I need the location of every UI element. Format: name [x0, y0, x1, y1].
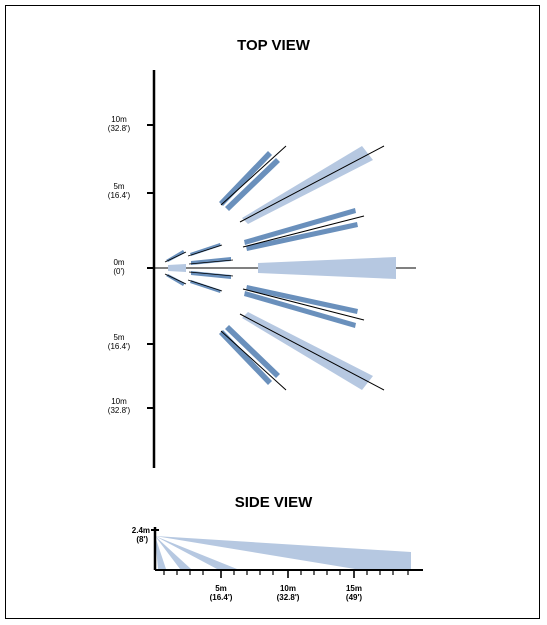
- coverage-zone: [219, 330, 272, 385]
- side-view-ticks: [163, 570, 409, 578]
- coverage-zone: [258, 257, 396, 268]
- top-axis-label-sub: (32.8'): [108, 124, 131, 133]
- top-view: 10m (32.8') 5m (16.4') 0m (0') 5m (16.4'…: [108, 70, 416, 468]
- top-axis-label-sub: (32.8'): [108, 406, 131, 415]
- coverage-zone: [246, 222, 358, 251]
- side-coverage-zone: [155, 536, 166, 569]
- coverage-zone: [225, 325, 280, 378]
- top-axis-label-main: 0m: [113, 258, 124, 267]
- diagram-frame: [5, 5, 540, 619]
- side-distance-label-sub: (49'): [346, 593, 362, 602]
- top-view-title: TOP VIEW: [237, 37, 310, 54]
- side-distance-label-sub: (16.4'): [210, 593, 233, 602]
- side-distance-label-sub: (32.8'): [277, 593, 300, 602]
- coverage-zone: [246, 285, 358, 314]
- coverage-zone: [242, 312, 373, 390]
- top-axis-label-sub: (16.4'): [108, 342, 131, 351]
- side-view: 2.4m (8') 5m (16.4') 10m (32.8') 15m (49…: [132, 526, 423, 602]
- coverage-zone: [244, 291, 356, 328]
- zone-boundary-line: [239, 313, 385, 391]
- top-axis-label-main: 10m: [111, 115, 127, 124]
- coverage-zones-lower: [164, 268, 396, 391]
- coverage-zone: [242, 146, 373, 224]
- zone-boundary-line: [242, 215, 365, 248]
- coverage-zone: [225, 158, 280, 211]
- coverage-zone: [168, 264, 186, 268]
- side-coverage-zone: [155, 536, 191, 569]
- side-height-label-sub: (8'): [136, 535, 148, 544]
- zone-boundary-line: [220, 145, 287, 206]
- top-axis-label-main: 10m: [111, 397, 127, 406]
- zone-boundary-line: [239, 145, 385, 223]
- coverage-zone: [168, 268, 186, 272]
- side-distance-label-main: 15m: [346, 584, 362, 593]
- coverage-zones-upper: [164, 145, 396, 268]
- top-view-ticks: [147, 124, 154, 409]
- side-height-label-main: 2.4m: [132, 526, 150, 535]
- side-distance-label-main: 10m: [280, 584, 296, 593]
- side-coverage-zone: [155, 536, 237, 569]
- zone-boundary-line: [242, 288, 365, 321]
- side-view-title: SIDE VIEW: [234, 494, 313, 511]
- top-axis-label-sub: (0'): [113, 267, 125, 276]
- coverage-zone: [258, 268, 396, 279]
- coverage-zone: [219, 151, 272, 206]
- side-coverage-zone: [155, 536, 411, 569]
- zone-boundary-line: [220, 330, 287, 391]
- side-distance-label-main: 5m: [215, 584, 227, 593]
- top-axis-label-main: 5m: [113, 333, 124, 342]
- top-axis-label-sub: (16.4'): [108, 191, 131, 200]
- coverage-zone: [244, 208, 356, 245]
- top-axis-label-main: 5m: [113, 182, 124, 191]
